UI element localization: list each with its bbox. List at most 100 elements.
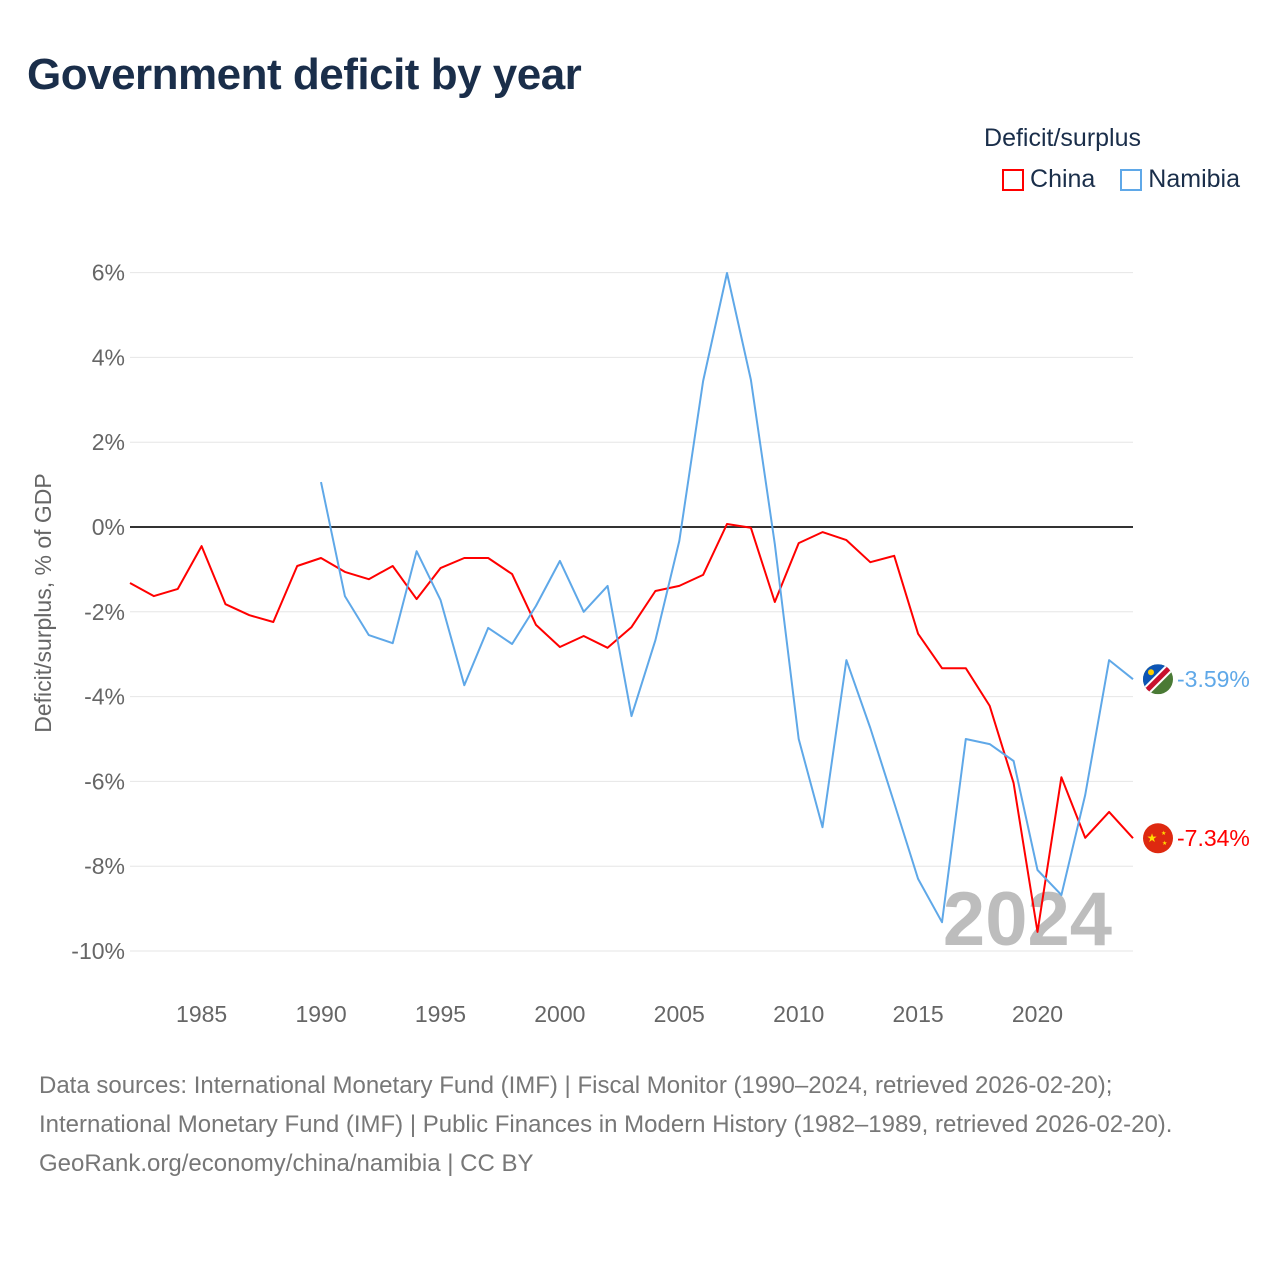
y-tick-label: 0%: [92, 514, 125, 540]
data-point-namibia: [748, 377, 753, 382]
data-point-namibia: [390, 641, 395, 646]
data-point-china: [199, 544, 204, 549]
legend-item-china[interactable]: China: [1002, 165, 1095, 194]
y-tick-label: -8%: [84, 853, 125, 879]
data-point-namibia: [772, 541, 777, 546]
end-label-namibia: -3.59%: [1177, 666, 1250, 692]
data-point-china: [271, 619, 276, 624]
data-point-china: [1011, 781, 1016, 786]
line-chart: 2024 6% 4% 2% 0% -2% -4% -6% -8% -10% 1985 1990 1995…: [30, 260, 1250, 1027]
data-point-namibia: [342, 594, 347, 599]
data-point-china: [701, 572, 706, 577]
legend-item-namibia[interactable]: Namibia: [1120, 165, 1240, 194]
legend-swatch-china: [1002, 168, 1025, 191]
data-point-china: [557, 644, 562, 649]
data-point-china: [892, 553, 897, 558]
data-point-namibia: [844, 658, 849, 663]
data-point-china: [796, 541, 801, 546]
data-point-namibia: [1083, 792, 1088, 797]
data-point-china: [1059, 775, 1064, 780]
data-point-china: [987, 703, 992, 708]
series-line-namibia: [320, 272, 1134, 924]
data-point-china: [939, 666, 944, 671]
data-point-namibia: [1059, 893, 1064, 898]
data-point-china: [366, 577, 371, 582]
data-point-namibia: [653, 638, 658, 643]
data-point-china: [486, 555, 491, 560]
legend-title: Deficit/surplus: [984, 124, 1142, 152]
legend: Deficit/surplus China Namibia: [984, 124, 1240, 198]
x-tick-label: 1990: [295, 1001, 346, 1027]
data-point-namibia: [963, 737, 968, 742]
data-point-china: [677, 583, 682, 588]
data-point-china: [820, 530, 825, 535]
x-tick-label: 1985: [176, 1001, 227, 1027]
data-point-namibia: [581, 609, 586, 614]
data-point-namibia: [366, 633, 371, 638]
data-point-namibia: [629, 714, 634, 719]
data-point-china: [868, 560, 873, 565]
data-point-namibia: [605, 583, 610, 588]
year-watermark: 2024: [943, 877, 1112, 962]
data-point-namibia: [438, 597, 443, 602]
data-point-china: [533, 622, 538, 627]
data-point-namibia: [1011, 759, 1016, 764]
data-point-namibia: [892, 801, 897, 806]
legend-swatch-namibia: [1120, 168, 1143, 191]
data-point-china: [390, 564, 395, 569]
data-point-china: [748, 525, 753, 530]
data-point-china: [175, 586, 180, 591]
svg-text:★: ★: [1162, 840, 1167, 847]
data-point-namibia: [1107, 658, 1112, 663]
data-point-china: [653, 589, 658, 594]
y-tick-label: -6%: [84, 768, 125, 794]
data-point-namibia: [486, 625, 491, 630]
svg-text:★: ★: [1161, 830, 1166, 837]
y-tick-label: -10%: [71, 938, 125, 964]
data-point-namibia: [533, 603, 538, 608]
data-point-namibia: [1035, 868, 1040, 873]
data-point-namibia: [987, 742, 992, 747]
data-point-china: [1035, 929, 1040, 934]
legend-label-china: China: [1030, 165, 1096, 193]
y-tick-label: 6%: [92, 260, 125, 286]
y-tick-label: -2%: [84, 599, 125, 625]
credit-link[interactable]: GeoRank.org/economy/china/namibia | CC B…: [39, 1150, 534, 1177]
data-point-china: [725, 522, 730, 527]
svg-text:★: ★: [1147, 831, 1158, 845]
y-tick-label: -4%: [84, 684, 125, 710]
data-point-namibia: [820, 825, 825, 830]
namibia-flag-icon: [1143, 664, 1173, 695]
data-point-china: [581, 633, 586, 638]
data-point-china: [1083, 835, 1088, 840]
data-point-namibia: [319, 480, 324, 485]
legend-label-namibia: Namibia: [1148, 165, 1240, 193]
data-point-china: [772, 600, 777, 605]
data-point-namibia: [1131, 677, 1136, 682]
data-point-namibia: [557, 558, 562, 563]
x-tick-label: 2000: [534, 1001, 585, 1027]
data-point-china: [462, 555, 467, 560]
data-point-namibia: [939, 920, 944, 925]
data-point-china: [605, 645, 610, 650]
series-line-china: [129, 523, 1134, 933]
x-tick-label: 2015: [892, 1001, 943, 1027]
data-sources: Data sources: International Monetary Fun…: [39, 1072, 1173, 1138]
data-point-china: [414, 597, 419, 602]
data-point-namibia: [725, 271, 730, 276]
x-tick-label: 1995: [415, 1001, 466, 1027]
data-point-china: [629, 625, 634, 630]
data-point-china: [342, 569, 347, 574]
data-point-china: [844, 538, 849, 543]
data-point-namibia: [701, 379, 706, 384]
y-axis-label: Deficit/surplus, % of GDP: [30, 473, 56, 732]
y-tick-label: 4%: [92, 344, 125, 370]
data-point-china: [438, 566, 443, 571]
chart-title: Government deficit by year: [27, 50, 582, 99]
data-point-china: [1107, 809, 1112, 814]
data-point-namibia: [868, 725, 873, 730]
data-point-namibia: [510, 642, 515, 647]
data-point-namibia: [796, 737, 801, 742]
data-point-china: [963, 666, 968, 671]
data-point-china: [128, 580, 133, 585]
